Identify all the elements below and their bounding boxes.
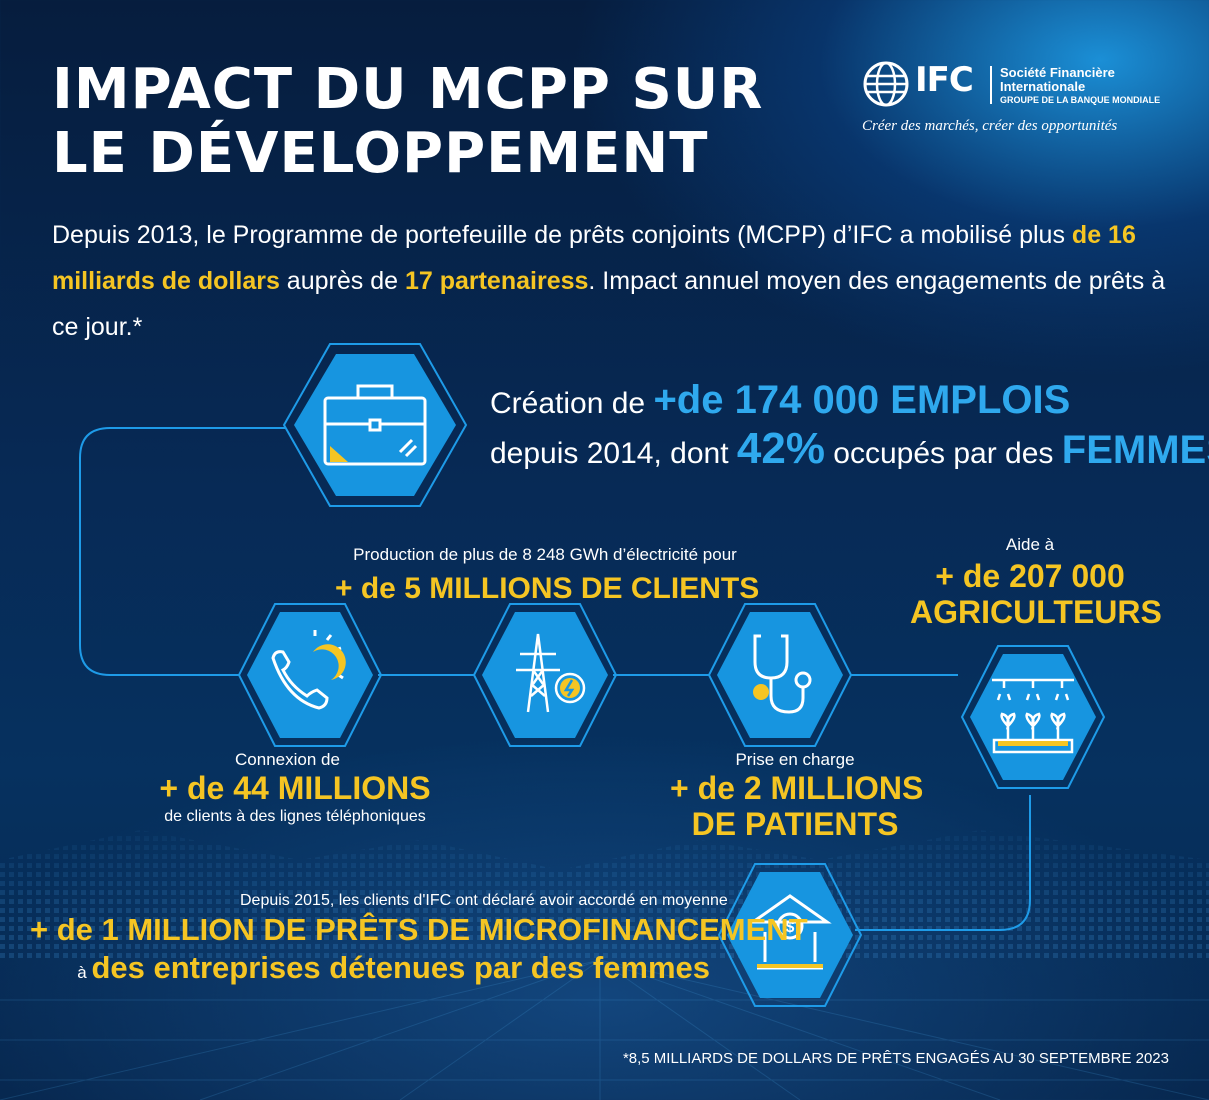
stethoscope-hexagon bbox=[707, 603, 853, 747]
phone-sub: de clients à des lignes téléphoniques bbox=[164, 808, 426, 825]
farmers-value-1: + de 207 000 bbox=[935, 558, 1125, 594]
logo-org-line-2: Internationale bbox=[1000, 79, 1086, 94]
logo-org-line-3: GROUPE DE LA BANQUE MONDIALE bbox=[1000, 95, 1161, 105]
briefcase-icon bbox=[323, 384, 427, 466]
bank-hexagon: $ bbox=[717, 863, 863, 1007]
phone-hexagon bbox=[237, 603, 383, 747]
jobs-value: +de 174 000 EMPLOIS bbox=[653, 378, 1071, 422]
logo-org-line-1: Société Financière bbox=[1000, 65, 1115, 80]
jobs-line2-mid: occupés par des bbox=[824, 437, 1062, 470]
logo-divider bbox=[990, 66, 992, 104]
footnote: *8,5 MILLIARDS DE DOLLARS DE PRÊTS ENGAG… bbox=[622, 1050, 1169, 1067]
title-line-1: IMPACT DU MCPP SUR bbox=[52, 57, 764, 122]
jobs-line-2: depuis 2014, dont 42% occupés par des FE… bbox=[490, 424, 1209, 474]
microfinance-label: Depuis 2015, les clients d'IFC ont décla… bbox=[240, 892, 728, 909]
power-tower-hexagon bbox=[472, 603, 618, 747]
jobs-pre: Création de bbox=[490, 387, 654, 420]
jobs-women: FEMMES bbox=[1061, 428, 1209, 472]
seedlings-hexagon bbox=[960, 645, 1106, 789]
intro-part-3: . Impact annuel moyen des engagements de… bbox=[52, 267, 1166, 341]
microfinance-value: + de 1 MILLION DE PRÊTS DE MICROFINANCEM… bbox=[30, 912, 808, 947]
farmers-label: Aide à bbox=[1005, 535, 1055, 554]
health-value-1: + de 2 MILLIONS bbox=[670, 770, 924, 806]
logo-tagline: Créer des marchés, créer des opportunité… bbox=[862, 118, 1118, 134]
phone-label: Connexion de bbox=[235, 750, 340, 769]
title-line-2: LE DÉVELOPPEMENT bbox=[52, 121, 709, 186]
phone-value: + de 44 MILLIONS bbox=[159, 770, 431, 806]
intro-part-2: auprès de bbox=[279, 267, 405, 295]
intro-partners: 17 partenairess bbox=[404, 267, 589, 295]
logo-name: IFC bbox=[915, 60, 974, 100]
electricity-label: Production de plus de 8 248 GWh d’électr… bbox=[353, 545, 737, 564]
power-tower-icon bbox=[516, 633, 560, 713]
tech-grid-background bbox=[0, 830, 1209, 1100]
intro-part-1: Depuis 2013, le Programme de portefeuill… bbox=[52, 221, 1072, 249]
microfinance-sub: des entreprises détenues par des femmes bbox=[91, 950, 710, 985]
microfinance-sub-line: à des entreprises détenues par des femme… bbox=[30, 950, 710, 986]
globe-icon bbox=[863, 61, 909, 107]
seedlings-icon bbox=[992, 678, 1074, 754]
electricity-value: + de 5 MILLIONS DE CLIENTS bbox=[335, 572, 760, 605]
jobs-line-1: Création de +de 174 000 EMPLOIS bbox=[490, 378, 1070, 423]
svg-text:$: $ bbox=[786, 919, 795, 936]
farmers-value-2: AGRICULTEURS bbox=[910, 594, 1162, 630]
health-value-2: DE PATIENTS bbox=[691, 806, 899, 842]
jobs-percent: 42% bbox=[736, 424, 825, 473]
jobs-line2-pre: depuis 2014, dont bbox=[490, 437, 737, 470]
intro-amount: de 16 milliards de dollars bbox=[52, 221, 1136, 295]
intro-paragraph: Depuis 2013, le Programme de portefeuill… bbox=[52, 212, 1172, 350]
microfinance-sub-pre: à bbox=[77, 963, 92, 982]
page-title: IMPACT DU MCPP SUR LE DÉVELOPPEMENT bbox=[52, 58, 832, 186]
briefcase-hexagon bbox=[282, 343, 468, 507]
stethoscope-icon bbox=[753, 634, 812, 714]
health-label: Prise en charge bbox=[735, 750, 855, 769]
